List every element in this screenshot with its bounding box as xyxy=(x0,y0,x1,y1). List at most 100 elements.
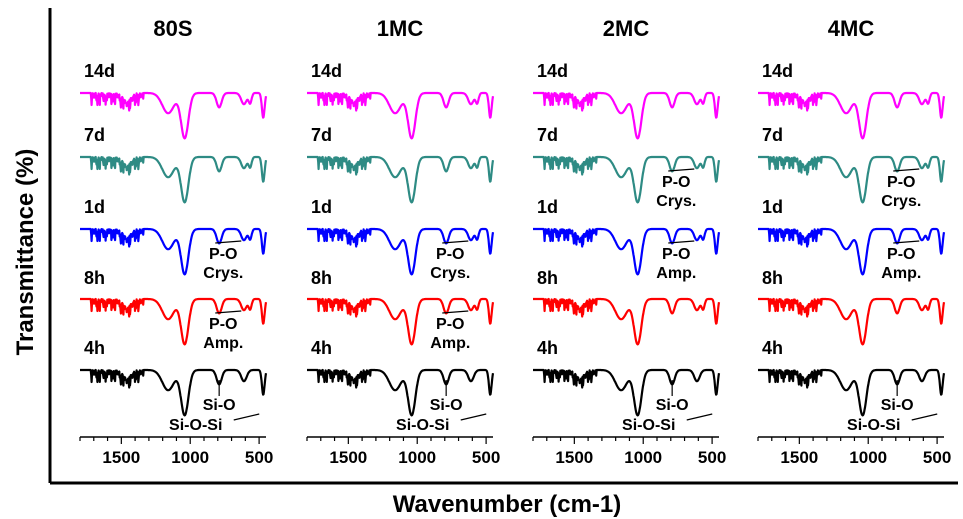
series-label-7d: 7d xyxy=(84,125,105,145)
series-label-4h: 4h xyxy=(537,338,558,358)
annotation-text: Si-O-Si xyxy=(847,417,900,434)
annotation-text: Amp. xyxy=(881,265,921,282)
spectrum-4h xyxy=(532,368,721,417)
panel-title: 1MC xyxy=(377,16,424,41)
x-tick-label: 1000 xyxy=(849,448,887,467)
spectrum-8h xyxy=(757,297,946,346)
series-label-14d: 14d xyxy=(537,61,568,81)
annotation-text: Si-O xyxy=(430,397,463,414)
series-label-8h: 8h xyxy=(84,268,105,288)
annotation-text: Crys. xyxy=(656,193,696,210)
y-axis-label: Transmittance (%) xyxy=(12,149,39,356)
annotation-text: Si-O xyxy=(656,397,689,414)
x-tick-label: 1000 xyxy=(398,448,436,467)
x-axis-label: Wavenumber (cm-1) xyxy=(393,491,622,518)
spectrum-14d xyxy=(79,91,268,140)
annotation-arrow xyxy=(911,413,938,421)
annotation-arrow xyxy=(460,413,487,421)
annotation-text: Amp. xyxy=(203,335,243,352)
panel-1mc: 1MC 1500 1000 500 14d 7d 1d 8h 4h P-O Crys. P-O Amp.… xyxy=(306,16,500,467)
annotation-text: Si-O xyxy=(203,397,236,414)
panel-title: 2MC xyxy=(603,16,650,41)
series-label-4h: 4h xyxy=(311,338,332,358)
x-tick-label: 500 xyxy=(245,448,273,467)
x-tick-label: 1500 xyxy=(329,448,367,467)
annotation-text: Amp. xyxy=(430,335,470,352)
spectrum-14d xyxy=(306,91,495,140)
annotation-text: Crys. xyxy=(203,265,243,282)
series-label-4h: 4h xyxy=(762,338,783,358)
series-label-14d: 14d xyxy=(762,61,793,81)
annotation-arrow xyxy=(893,168,920,172)
series-label-1d: 1d xyxy=(537,197,558,217)
panel-4mc: 4MC 1500 1000 500 14d 7d 1d 8h 4h P-O Crys. P-O Amp.… xyxy=(757,16,951,467)
spectrum-4h xyxy=(757,368,946,417)
panel-80s: 80S 1500 1000 500 14d 7d 1d 8h 4h P-O Crys. P-O Amp.… xyxy=(79,16,273,467)
spectrum-8h xyxy=(532,297,721,346)
x-tick-label: 1500 xyxy=(555,448,593,467)
spectrum-14d xyxy=(532,91,721,140)
x-tick-label: 500 xyxy=(698,448,726,467)
x-tick-label: 1000 xyxy=(624,448,662,467)
series-label-4h: 4h xyxy=(84,338,105,358)
panels-group: 80S 1500 1000 500 14d 7d 1d 8h 4h P-O Crys. P-O Amp.… xyxy=(79,16,951,467)
annotation-arrow xyxy=(686,413,713,421)
series-label-1d: 1d xyxy=(84,197,105,217)
annotation-text: P-O xyxy=(436,246,464,263)
panel-title: 80S xyxy=(153,16,192,41)
annotation-arrow xyxy=(442,310,469,314)
series-label-7d: 7d xyxy=(762,125,783,145)
spectrum-1d xyxy=(79,227,268,276)
annotation-arrow xyxy=(215,240,242,244)
annotation-arrow xyxy=(215,310,242,314)
spectrum-1d xyxy=(757,227,946,276)
x-tick-label: 500 xyxy=(472,448,500,467)
spectrum-8h xyxy=(79,297,268,346)
annotation-text: P-O xyxy=(209,246,237,263)
spectrum-1d xyxy=(306,227,495,276)
annotation-text: P-O xyxy=(662,246,690,263)
series-label-14d: 14d xyxy=(84,61,115,81)
spectrum-7d xyxy=(757,155,946,204)
annotation-text: Si-O-Si xyxy=(396,417,449,434)
panel-title: 4MC xyxy=(828,16,875,41)
x-tick-label: 500 xyxy=(923,448,951,467)
annotation-text: Si-O-Si xyxy=(622,417,675,434)
x-tick-label: 1500 xyxy=(780,448,818,467)
annotation-text: Amp. xyxy=(656,265,696,282)
series-label-14d: 14d xyxy=(311,61,342,81)
series-label-1d: 1d xyxy=(762,197,783,217)
x-tick-label: 1500 xyxy=(102,448,140,467)
annotation-arrow xyxy=(233,413,260,421)
annotation-arrow xyxy=(668,240,695,244)
annotation-text: Si-O xyxy=(881,397,914,414)
series-label-7d: 7d xyxy=(537,125,558,145)
annotation-text: P-O xyxy=(209,316,237,333)
annotation-text: P-O xyxy=(662,174,690,191)
spectrum-4h xyxy=(306,368,495,417)
annotation-text: Crys. xyxy=(430,265,470,282)
annotation-arrow xyxy=(442,240,469,244)
annotation-text: P-O xyxy=(887,174,915,191)
spectrum-8h xyxy=(306,297,495,346)
annotation-text: Crys. xyxy=(881,193,921,210)
spectrum-4h xyxy=(79,368,268,417)
panel-2mc: 2MC 1500 1000 500 14d 7d 1d 8h 4h P-O Crys. P-O Amp.… xyxy=(532,16,726,467)
annotation-arrow xyxy=(893,240,920,244)
spectrum-14d xyxy=(757,91,946,140)
annotation-arrow xyxy=(668,168,695,172)
spectrum-1d xyxy=(532,227,721,276)
series-label-8h: 8h xyxy=(762,268,783,288)
annotation-text: Si-O-Si xyxy=(169,417,222,434)
x-tick-label: 1000 xyxy=(171,448,209,467)
series-label-8h: 8h xyxy=(537,268,558,288)
annotation-text: P-O xyxy=(887,246,915,263)
series-label-1d: 1d xyxy=(311,197,332,217)
series-label-8h: 8h xyxy=(311,268,332,288)
annotation-text: P-O xyxy=(436,316,464,333)
spectrum-7d xyxy=(532,155,721,204)
spectrum-7d xyxy=(306,155,495,204)
series-label-7d: 7d xyxy=(311,125,332,145)
spectrum-7d xyxy=(79,155,268,204)
